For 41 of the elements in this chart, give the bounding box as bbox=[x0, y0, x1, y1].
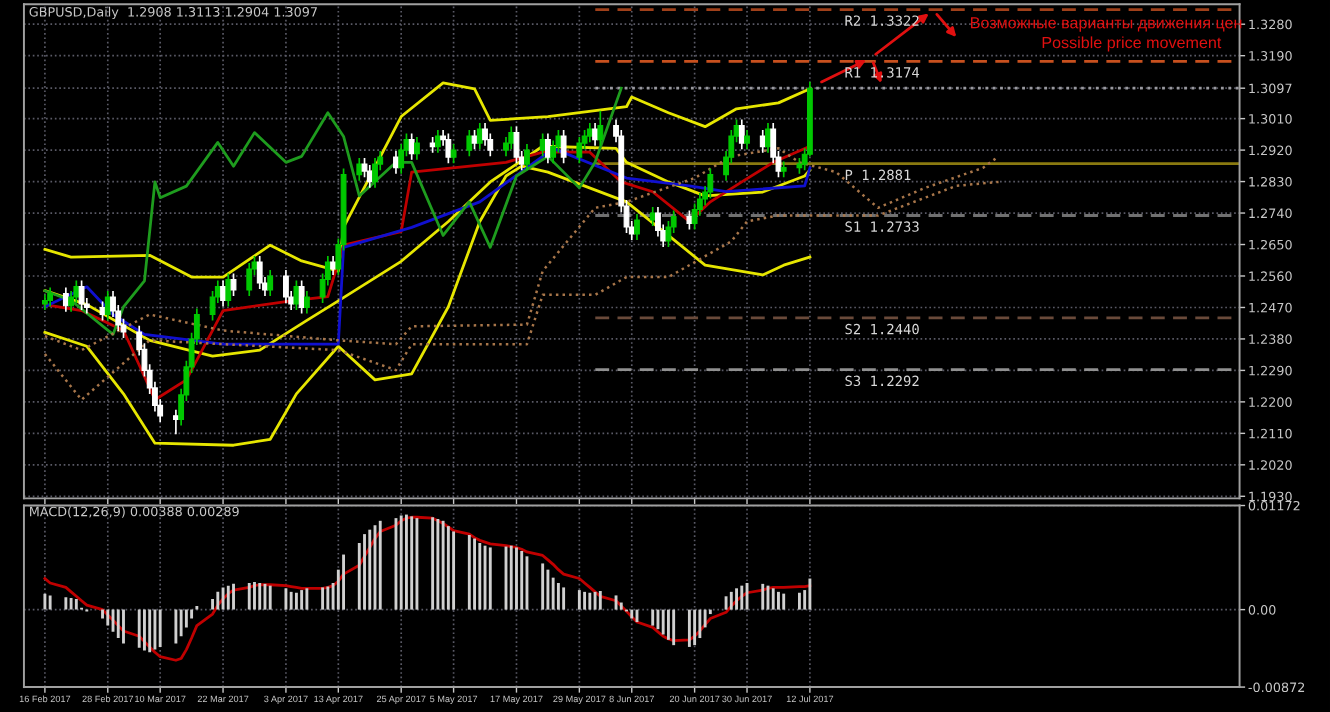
candlestick bbox=[634, 213, 640, 241]
candlestick bbox=[230, 273, 237, 297]
candlestick bbox=[267, 269, 274, 297]
line-series bbox=[43, 515, 812, 662]
candlestick bbox=[172, 409, 179, 435]
candlestick bbox=[707, 168, 714, 199]
candlestick bbox=[104, 290, 111, 321]
candlestick bbox=[78, 280, 85, 311]
candlestick bbox=[372, 158, 378, 188]
annotation: Possible price movement bbox=[1042, 36, 1222, 52]
candlestick bbox=[283, 269, 289, 304]
candlestick bbox=[366, 164, 373, 188]
candlestick bbox=[298, 280, 305, 314]
candlestick bbox=[73, 280, 80, 304]
candlestick bbox=[759, 130, 766, 153]
candlestick bbox=[246, 262, 253, 297]
candlestick bbox=[445, 133, 452, 164]
candlestick bbox=[434, 130, 441, 153]
candlestick bbox=[356, 158, 363, 181]
line-series bbox=[43, 86, 623, 336]
candlestick bbox=[41, 294, 48, 311]
candlestick bbox=[508, 126, 515, 150]
candlestick bbox=[256, 255, 263, 290]
candlestick bbox=[293, 280, 300, 311]
candlestick bbox=[466, 130, 473, 157]
candlestick bbox=[545, 133, 551, 164]
candlestick bbox=[524, 144, 530, 171]
candlestick bbox=[408, 133, 415, 160]
candlestick bbox=[513, 126, 520, 164]
line-series bbox=[43, 180, 1000, 402]
candlestick bbox=[476, 123, 483, 150]
candlestick bbox=[597, 110, 604, 146]
candlestick bbox=[393, 151, 399, 174]
candlestick bbox=[539, 133, 546, 157]
candlestick bbox=[738, 119, 745, 150]
candlestick bbox=[414, 137, 420, 160]
candlestick bbox=[560, 130, 567, 164]
candlestick bbox=[592, 123, 598, 146]
candlestick bbox=[576, 137, 583, 164]
candlestick bbox=[225, 273, 232, 307]
candlestick bbox=[303, 290, 310, 314]
